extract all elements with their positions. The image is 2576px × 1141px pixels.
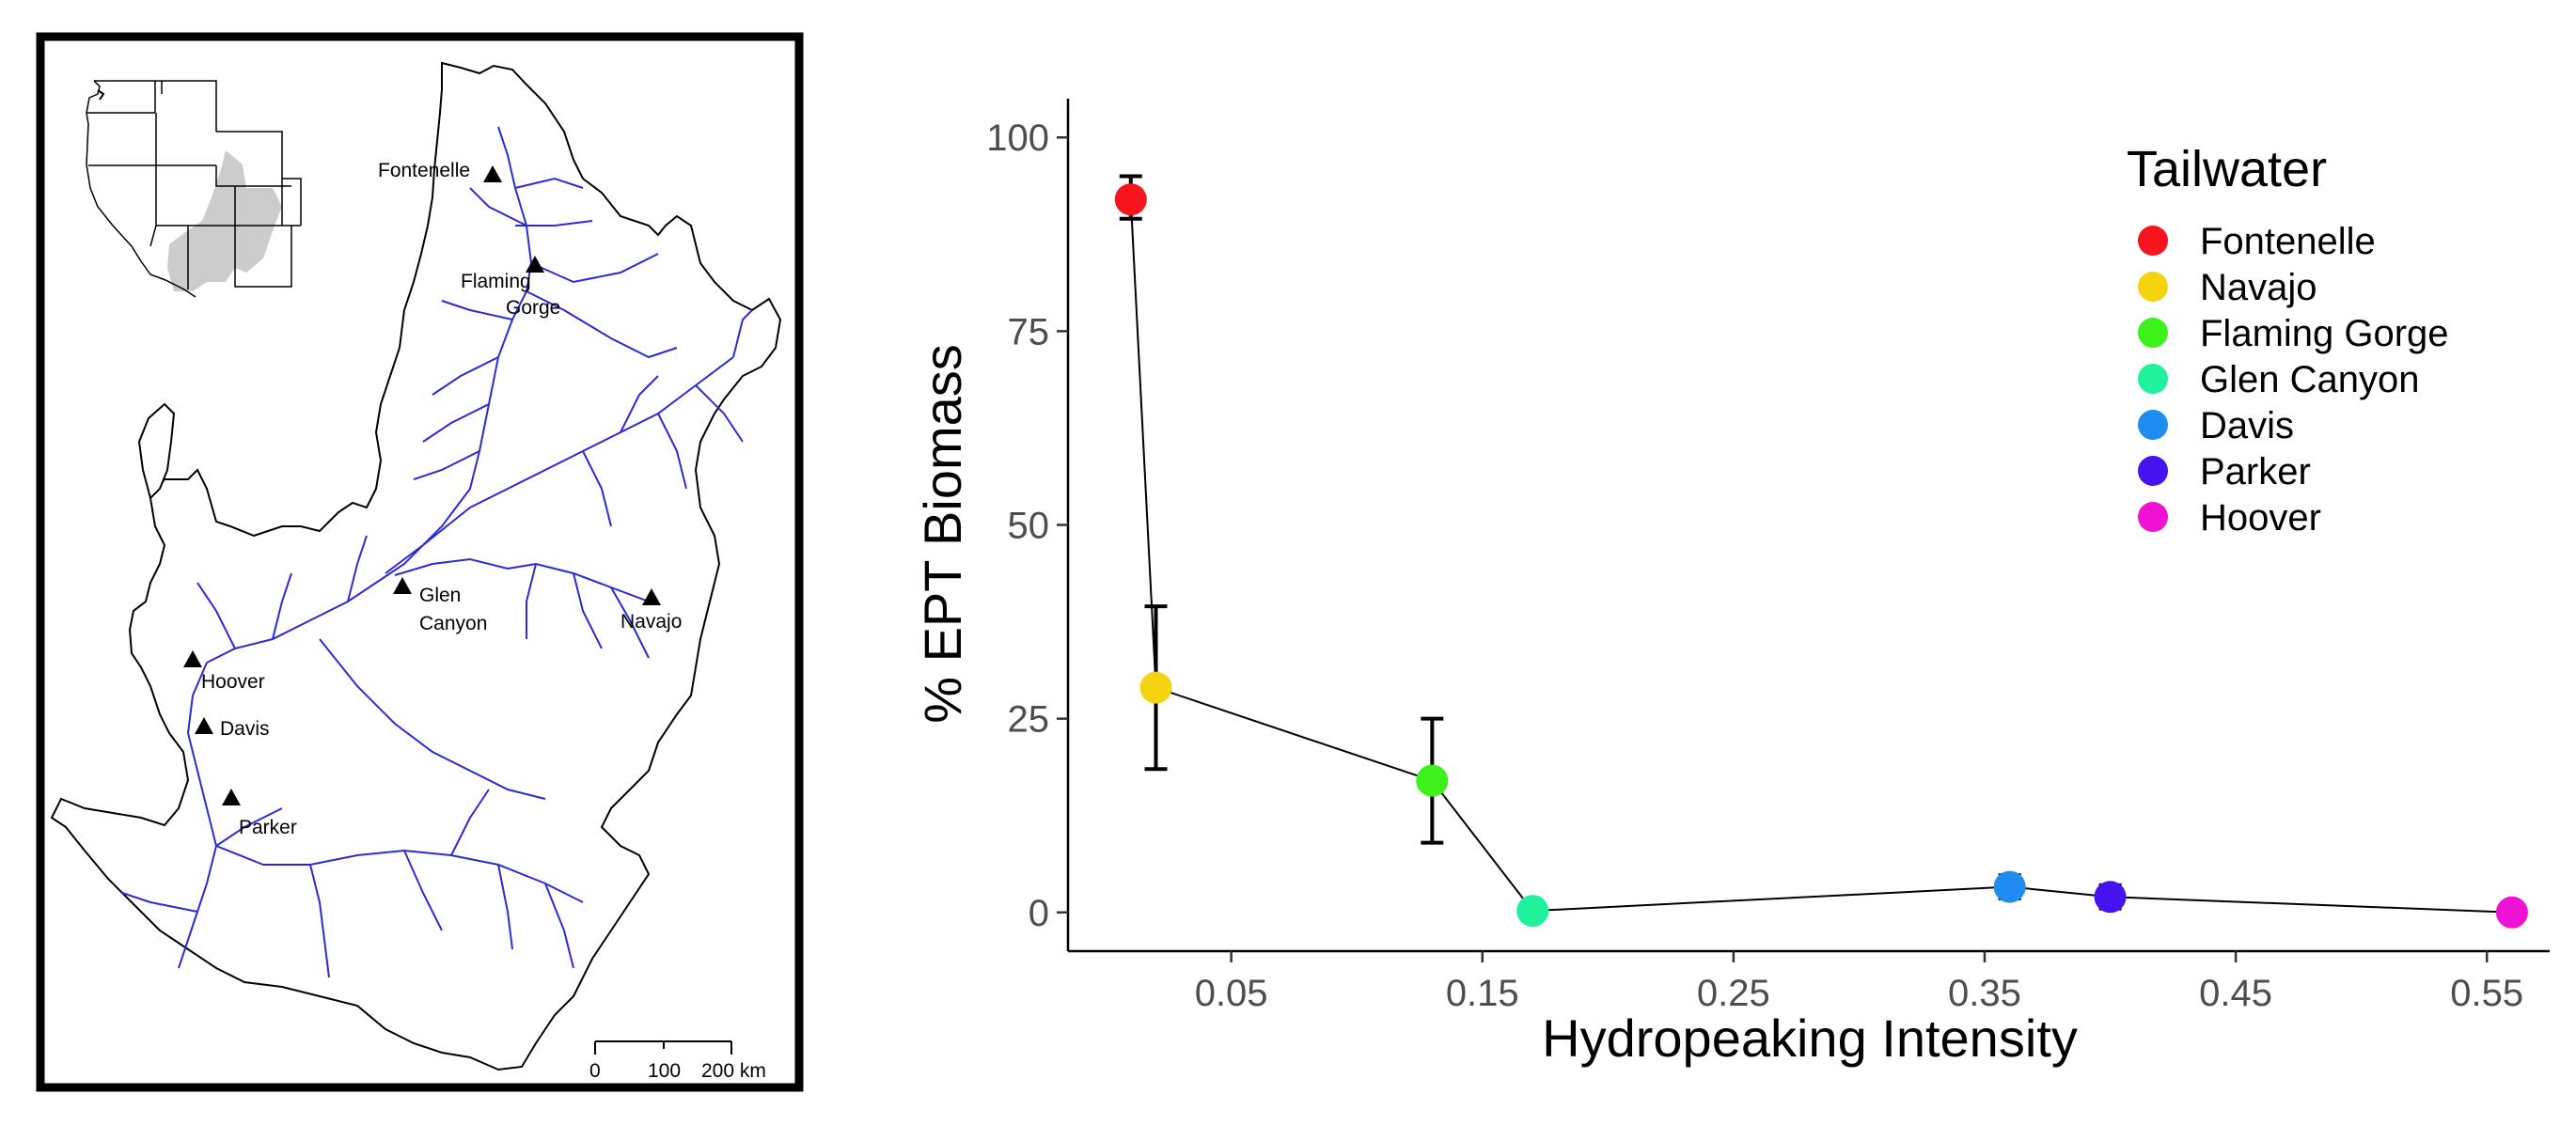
data-points <box>1114 183 2528 929</box>
tributary-5 <box>526 563 650 659</box>
legend-key-davis <box>2138 410 2168 440</box>
x-tick-label: 0.35 <box>1948 973 2021 1014</box>
tributary-8 <box>121 807 283 969</box>
tributary-2 <box>432 290 678 396</box>
scale-label-100: 100 <box>648 1060 681 1082</box>
legend-title: Tailwater <box>2127 141 2327 197</box>
legend-label-davis: Davis <box>2200 405 2294 446</box>
legend-key-fontenelle <box>2138 226 2168 256</box>
site-marker-parker <box>222 789 241 805</box>
x-tick-label: 0.55 <box>2450 973 2523 1014</box>
site-label-glen-canyon: Glen <box>419 585 461 606</box>
x-tick-label: 0.45 <box>2199 973 2272 1014</box>
site-label-davis: Davis <box>220 718 270 740</box>
tributary-9 <box>497 864 574 969</box>
x-tick-label: 0.15 <box>1446 973 1519 1014</box>
legend-label-fontenelle: Fontenelle <box>2200 221 2376 262</box>
map-panel: Fontenelle Flaming Gorge Glen Canyon Nav… <box>36 32 804 1092</box>
legend-label-parker: Parker <box>2200 451 2311 492</box>
lower-colorado <box>186 662 218 941</box>
basin-west-lobe <box>137 402 176 500</box>
little-colorado <box>319 638 546 800</box>
tributary-6 <box>196 535 368 649</box>
site-marker-glen-canyon <box>393 577 412 594</box>
y-axis-title: % EPT Biomass <box>913 344 972 724</box>
legend-key-glen-canyon <box>2138 364 2168 394</box>
colorado-mainstem <box>385 356 734 574</box>
inset-coast-detail <box>97 89 105 101</box>
tributary-1 <box>514 177 659 284</box>
site-marker-flaming-gorge <box>526 256 544 273</box>
legend-label-flaming-gorge: Flaming Gorge <box>2200 313 2449 354</box>
legend-label-glen-canyon: Glen Canyon <box>2200 359 2419 400</box>
scale-label-200: 200 km <box>701 1060 766 1082</box>
dam-sites <box>183 165 661 805</box>
scale-bar-line <box>594 1040 732 1055</box>
site-label-navajo: Navajo <box>620 611 682 633</box>
point-fontenelle <box>1114 183 1147 216</box>
point-navajo <box>1139 671 1172 704</box>
y-ticks: 0 25 50 75 100 <box>986 117 1068 934</box>
legend-key-parker <box>2138 456 2168 486</box>
x-tick-label: 0.05 <box>1195 973 1268 1014</box>
site-label-fontenelle: Fontenelle <box>378 160 470 181</box>
legend-label-navajo: Navajo <box>2200 267 2317 308</box>
inset-basin-highlight <box>167 150 282 291</box>
inset-map <box>86 80 302 298</box>
x-axis-title: Hydropeaking Intensity <box>1542 1008 2078 1068</box>
tributary-10 <box>695 309 753 443</box>
y-tick-label: 50 <box>1008 506 1050 547</box>
river-network <box>121 126 753 978</box>
site-marker-fontenelle <box>483 165 502 182</box>
point-parker <box>2094 881 2127 914</box>
point-hoover <box>2495 896 2528 929</box>
tributary-4 <box>582 375 687 527</box>
san-juan <box>394 557 650 602</box>
x-ticks: 0.05 0.15 0.25 0.35 0.45 0.55 <box>1195 951 2523 1014</box>
tributary-3 <box>413 187 527 480</box>
site-marker-navajo <box>642 588 661 605</box>
x-tick-label: 0.25 <box>1697 973 1770 1014</box>
legend-items: Fontenelle Navajo Flaming Gorge Glen Canyon… <box>2138 221 2449 539</box>
y-tick-label: 25 <box>1008 699 1050 741</box>
scatter-chart: 0 25 50 75 100 0.05 0.15 0.25 0.35 0.45 0.55 Hydr… <box>913 99 2550 1068</box>
tributary-7 <box>309 789 490 978</box>
y-tick-label: 75 <box>1008 311 1050 352</box>
site-label-parker: Parker <box>239 817 297 838</box>
legend-key-flaming-gorge <box>2138 318 2168 348</box>
point-davis <box>1993 870 2026 903</box>
site-marker-hoover <box>183 650 202 667</box>
basin-outline <box>50 61 782 1071</box>
legend: Tailwater Fontenelle Navajo Flaming Gorge G… <box>2127 141 2449 539</box>
scale-label-0: 0 <box>589 1060 601 1082</box>
site-marker-davis <box>195 717 213 734</box>
scale-bar: 0 100 200 km <box>589 1040 766 1082</box>
legend-key-navajo <box>2138 272 2168 302</box>
site-label-glen-canyon-2: Canyon <box>419 613 487 634</box>
legend-label-hoover: Hoover <box>2200 497 2321 539</box>
point-flaming-gorge <box>1416 764 1449 797</box>
site-label-flaming-gorge-2: Gorge <box>506 297 560 319</box>
legend-key-hoover <box>2138 502 2168 532</box>
site-label-hoover: Hoover <box>201 671 265 693</box>
y-tick-label: 0 <box>1029 893 1049 934</box>
inset-state-lines <box>86 80 302 298</box>
site-label-flaming-gorge: Flaming <box>461 271 531 292</box>
y-tick-label: 100 <box>986 117 1049 159</box>
point-glen-canyon <box>1516 895 1549 928</box>
